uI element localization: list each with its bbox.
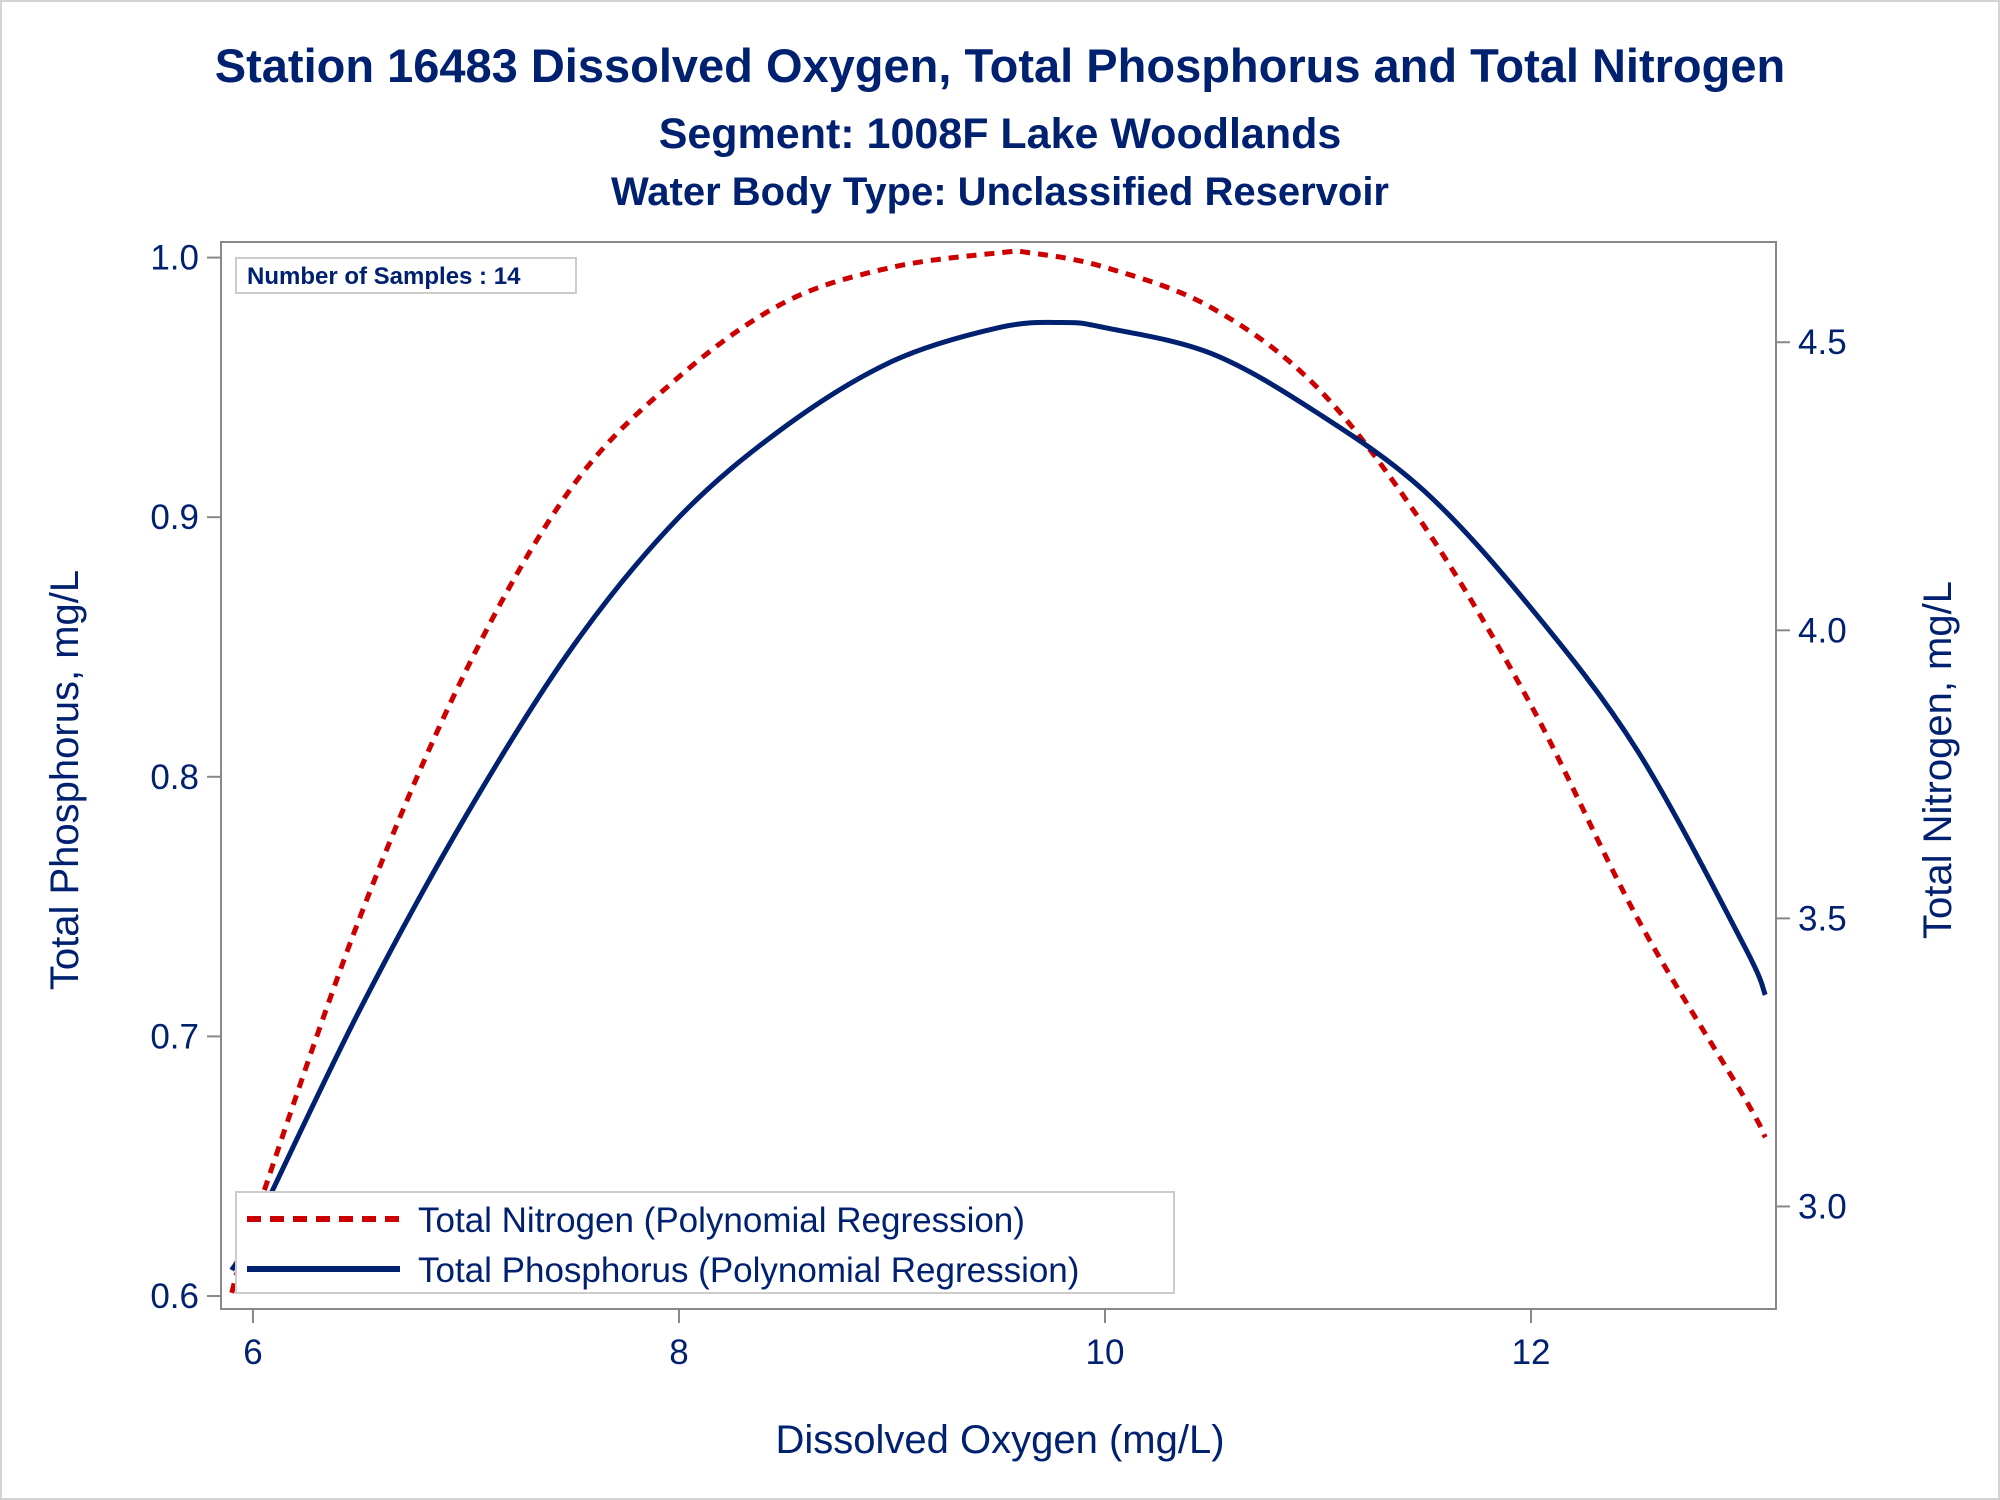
x-axis-label: Dissolved Oxygen (mg/L) [775,1418,1224,1462]
sample-count-annotation: Number of Samples : 14 [247,263,521,290]
y-tick-label: 0.8 [150,758,199,797]
y-tick-label: 0.7 [150,1017,199,1056]
series-line-total-nitrogen [229,248,1768,1294]
y2-tick-label: 3.5 [1798,899,1847,938]
y-axis-label: Total Phosphorus, mg/L [43,570,87,990]
y2-tick-label: 3.0 [1798,1187,1847,1226]
annotation-box [235,257,577,294]
chart-title: Station 16483 Dissolved Oxygen, Total Ph… [215,39,1785,92]
y-tick-label: 0.9 [150,498,199,537]
y2-tick-label: 4.5 [1798,323,1847,362]
y-tick-label: 1.0 [150,239,199,278]
x-tick-label: 6 [243,1333,262,1372]
y-axis: 0.6 0.7 0.8 0.9 1.0 [150,239,221,1316]
plot-area [220,241,1777,1310]
y-tick-label: 0.6 [150,1277,199,1316]
legend-label-nitrogen: Total Nitrogen (Polynomial Regression) [418,1201,1025,1240]
chart-subtitle-2: Water Body Type: Unclassified Reservoir [611,170,1389,214]
x-tick-label: 8 [669,1333,688,1372]
series-line-total-phosphorus [229,319,1768,1272]
legend: Total Nitrogen (Polynomial Regression) T… [235,1191,1175,1294]
y2-axis-label: Total Nitrogen, mg/L [1916,581,1960,939]
chart-subtitle: Segment: 1008F Lake Woodlands [659,110,1342,158]
y2-axis: 3.0 3.5 4.0 4.5 [1776,323,1847,1226]
legend-label-phosphorus: Total Phosphorus (Polynomial Regression) [418,1251,1079,1290]
x-axis: 6 8 10 12 [243,1309,1551,1372]
legend-box [235,1191,1175,1294]
series-lines [229,248,1768,1294]
y2-tick-label: 4.0 [1798,611,1847,650]
x-tick-label: 12 [1512,1333,1551,1372]
x-tick-label: 10 [1086,1333,1125,1372]
